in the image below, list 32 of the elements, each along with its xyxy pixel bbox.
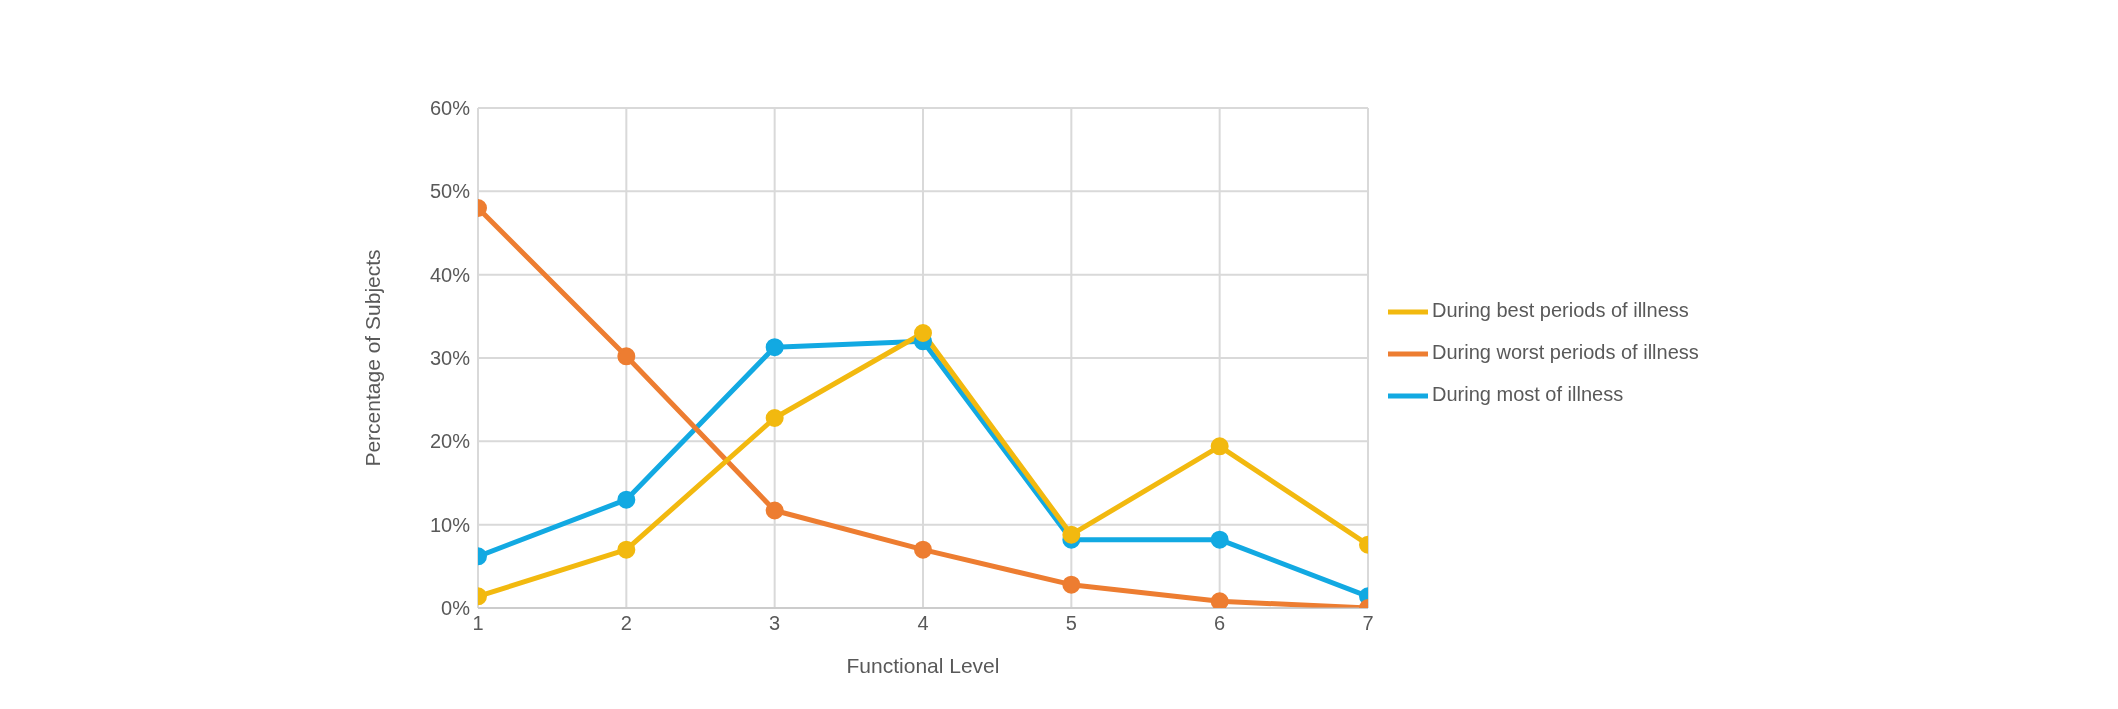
x-tick-label: 5	[1065, 612, 1077, 635]
point	[1210, 437, 1229, 456]
point	[1062, 525, 1081, 544]
point	[765, 338, 784, 357]
point	[1210, 530, 1229, 549]
y-tick-label: 50%	[429, 180, 471, 203]
point	[765, 409, 784, 427]
x-tick-label: 1	[472, 612, 484, 635]
legend-label: During worst periods of illness	[1432, 341, 1699, 364]
x-tick-label: 4	[917, 612, 929, 635]
point	[617, 490, 636, 509]
y-tick-label: 0%	[441, 597, 471, 620]
y-tick-label: 10%	[429, 513, 471, 536]
y-tick-label: 60%	[429, 97, 471, 120]
x-axis-title: Functional Level	[846, 654, 1000, 677]
point	[1062, 575, 1081, 594]
x-tick-label: 3	[769, 612, 781, 635]
y-tick-label: 40%	[429, 263, 471, 286]
legend-label: During best periods of illness	[1432, 299, 1689, 322]
x-tick-label: 7	[1362, 612, 1374, 635]
point	[617, 540, 636, 559]
y-tick-label: 20%	[429, 430, 471, 453]
point	[765, 501, 784, 520]
y-axis-title: Percentage of Subjects	[361, 249, 385, 467]
x-tick-label: 6	[1214, 612, 1226, 635]
point	[914, 324, 932, 342]
x-tick-label: 2	[620, 612, 632, 635]
point	[1210, 592, 1229, 608]
y-tick-label: 30%	[429, 347, 471, 370]
legend-label: During most of illness	[1432, 382, 1624, 405]
point	[914, 540, 932, 559]
point	[617, 347, 636, 366]
